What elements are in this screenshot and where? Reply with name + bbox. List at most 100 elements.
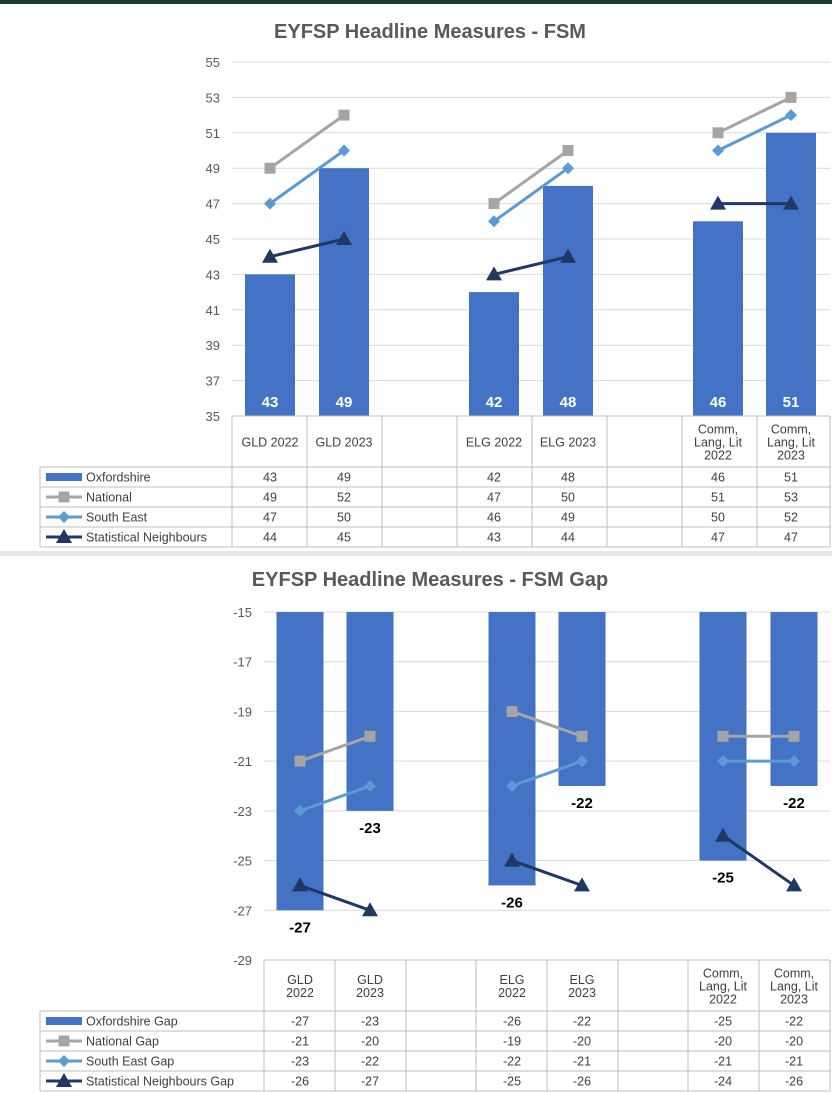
- fsm-legend-key: [46, 473, 82, 481]
- fsm-table-cell: 47: [784, 531, 798, 545]
- fsm-y-tick: 37: [206, 374, 220, 389]
- gap-y-tick: -25: [233, 854, 252, 869]
- gap-data-label: -22: [783, 795, 805, 812]
- gap-table-cell: -26: [785, 1075, 803, 1089]
- gap-point: [506, 705, 518, 717]
- fsm-title: EYFSP Headline Measures - FSM: [274, 21, 586, 43]
- gap-legend-marker: [56, 1073, 72, 1087]
- fsm-table-cell: 49: [263, 491, 277, 505]
- gap-table-cell: -23: [361, 1015, 379, 1029]
- fsm-series-line: [717, 113, 792, 152]
- gap-point: [506, 780, 518, 792]
- gap-title: EYFSP Headline Measures - FSM Gap: [252, 569, 608, 591]
- gap-x-tick: GLD: [287, 973, 313, 987]
- fsm-data-label: 42: [486, 394, 503, 411]
- fsm-series-line: [493, 149, 569, 205]
- gap-x-tick: 2022: [286, 986, 314, 1000]
- fsm-series-line: [717, 96, 792, 135]
- fsm-legend-marker: [58, 511, 70, 523]
- fsm-y-tick: 35: [206, 409, 220, 424]
- gap-series-line: [299, 784, 371, 813]
- gap-series-line: [299, 734, 371, 763]
- gap-x-tick: Comm,: [703, 967, 743, 981]
- gap-y-tick: -29: [233, 953, 252, 968]
- gap-x-tick: Comm,: [774, 967, 814, 981]
- gap-point: [364, 730, 376, 742]
- fsm-point: [783, 195, 799, 210]
- gap-series-line: [722, 834, 795, 887]
- gap-series-line: [511, 710, 583, 738]
- fsm-legend-marker: [58, 491, 70, 503]
- gap-y-tick: -17: [233, 655, 252, 670]
- fsm-legend-label: Statistical Neighbours: [86, 531, 207, 545]
- fsm-point: [488, 215, 500, 228]
- fsm-y-tick: 51: [206, 126, 220, 141]
- gap-point: [294, 804, 306, 817]
- gap-table-cell: -21: [714, 1055, 732, 1069]
- gap-table-cell: -22: [503, 1055, 521, 1069]
- gap-legend-label: South East Gap: [86, 1055, 174, 1069]
- fsm-y-tick: 41: [206, 303, 220, 318]
- fsm-table-cell: 46: [711, 471, 725, 485]
- fsm-table-cell: 50: [711, 511, 725, 525]
- gap-series-line: [511, 759, 583, 788]
- fsm-data-label: 48: [560, 394, 577, 411]
- fsm-series-line: [269, 237, 345, 259]
- gap-y-tick: -27: [233, 903, 252, 918]
- gap-point: [576, 755, 588, 768]
- fsm-table-cell: 47: [487, 491, 501, 505]
- fsm-y-tick: 55: [206, 55, 220, 70]
- gap-point: [788, 755, 800, 768]
- gap-table-cell: -20: [714, 1035, 732, 1049]
- fsm-y-tick: 49: [206, 161, 220, 176]
- fsm-table-cell: 51: [784, 471, 798, 485]
- gap-legend-label: National Gap: [86, 1035, 159, 1049]
- fsm-point: [712, 127, 724, 139]
- gap-point: [576, 730, 588, 742]
- gap-y-tick: -21: [233, 754, 252, 769]
- gap-point: [364, 780, 376, 792]
- gap-x-tick: 2022: [709, 993, 737, 1007]
- fsm-legend-label: National: [86, 491, 132, 505]
- fsm-table-cell: 43: [263, 471, 277, 485]
- fsm-y-tick: 53: [206, 90, 220, 105]
- fsm-legend-marker: [56, 529, 72, 543]
- chart-divider: [0, 551, 832, 556]
- fsm-point: [562, 162, 574, 175]
- gap-x-tick: GLD: [357, 973, 383, 987]
- gap-bar: [346, 612, 394, 811]
- gap-series-line: [511, 859, 583, 887]
- gap-point: [294, 755, 306, 767]
- gap-table-cell: -23: [291, 1055, 309, 1069]
- gap-legend-marker: [58, 1035, 70, 1047]
- gap-point: [786, 877, 802, 892]
- fsm-point: [264, 197, 276, 210]
- gap-y-tick: -19: [233, 704, 252, 719]
- fsm-table-cell: 49: [561, 511, 575, 525]
- fsm-series-line: [269, 149, 345, 205]
- gap-point: [715, 827, 731, 842]
- gap-series-line: [299, 884, 371, 912]
- fsm-data-label: 51: [783, 394, 800, 411]
- gap-x-tick: 2023: [356, 986, 384, 1000]
- gap-x-tick: ELG: [569, 973, 594, 987]
- top-accent-bar: [0, 0, 832, 4]
- gap-point: [717, 730, 729, 742]
- fsm-y-tick: 47: [206, 197, 220, 212]
- gap-x-tick: 2023: [780, 993, 808, 1007]
- fsm-y-tick: 39: [206, 338, 220, 353]
- gap-table-cell: -22: [573, 1015, 591, 1029]
- fsm-point: [264, 162, 276, 174]
- gap-table-cell: -21: [785, 1055, 803, 1069]
- fsm-point: [785, 91, 797, 103]
- fsm-table-cell: 46: [487, 511, 501, 525]
- fsm-point: [712, 144, 724, 157]
- fsm-point: [560, 248, 576, 263]
- gap-legend-key: [46, 1017, 82, 1025]
- fsm-series-line: [493, 166, 569, 223]
- gap-legend-marker: [58, 1055, 70, 1067]
- gap-table-cell: -24: [714, 1075, 732, 1089]
- fsm-y-tick: 43: [206, 267, 220, 282]
- gap-x-tick: 2023: [568, 986, 596, 1000]
- fsm-table-cell: 47: [263, 511, 277, 525]
